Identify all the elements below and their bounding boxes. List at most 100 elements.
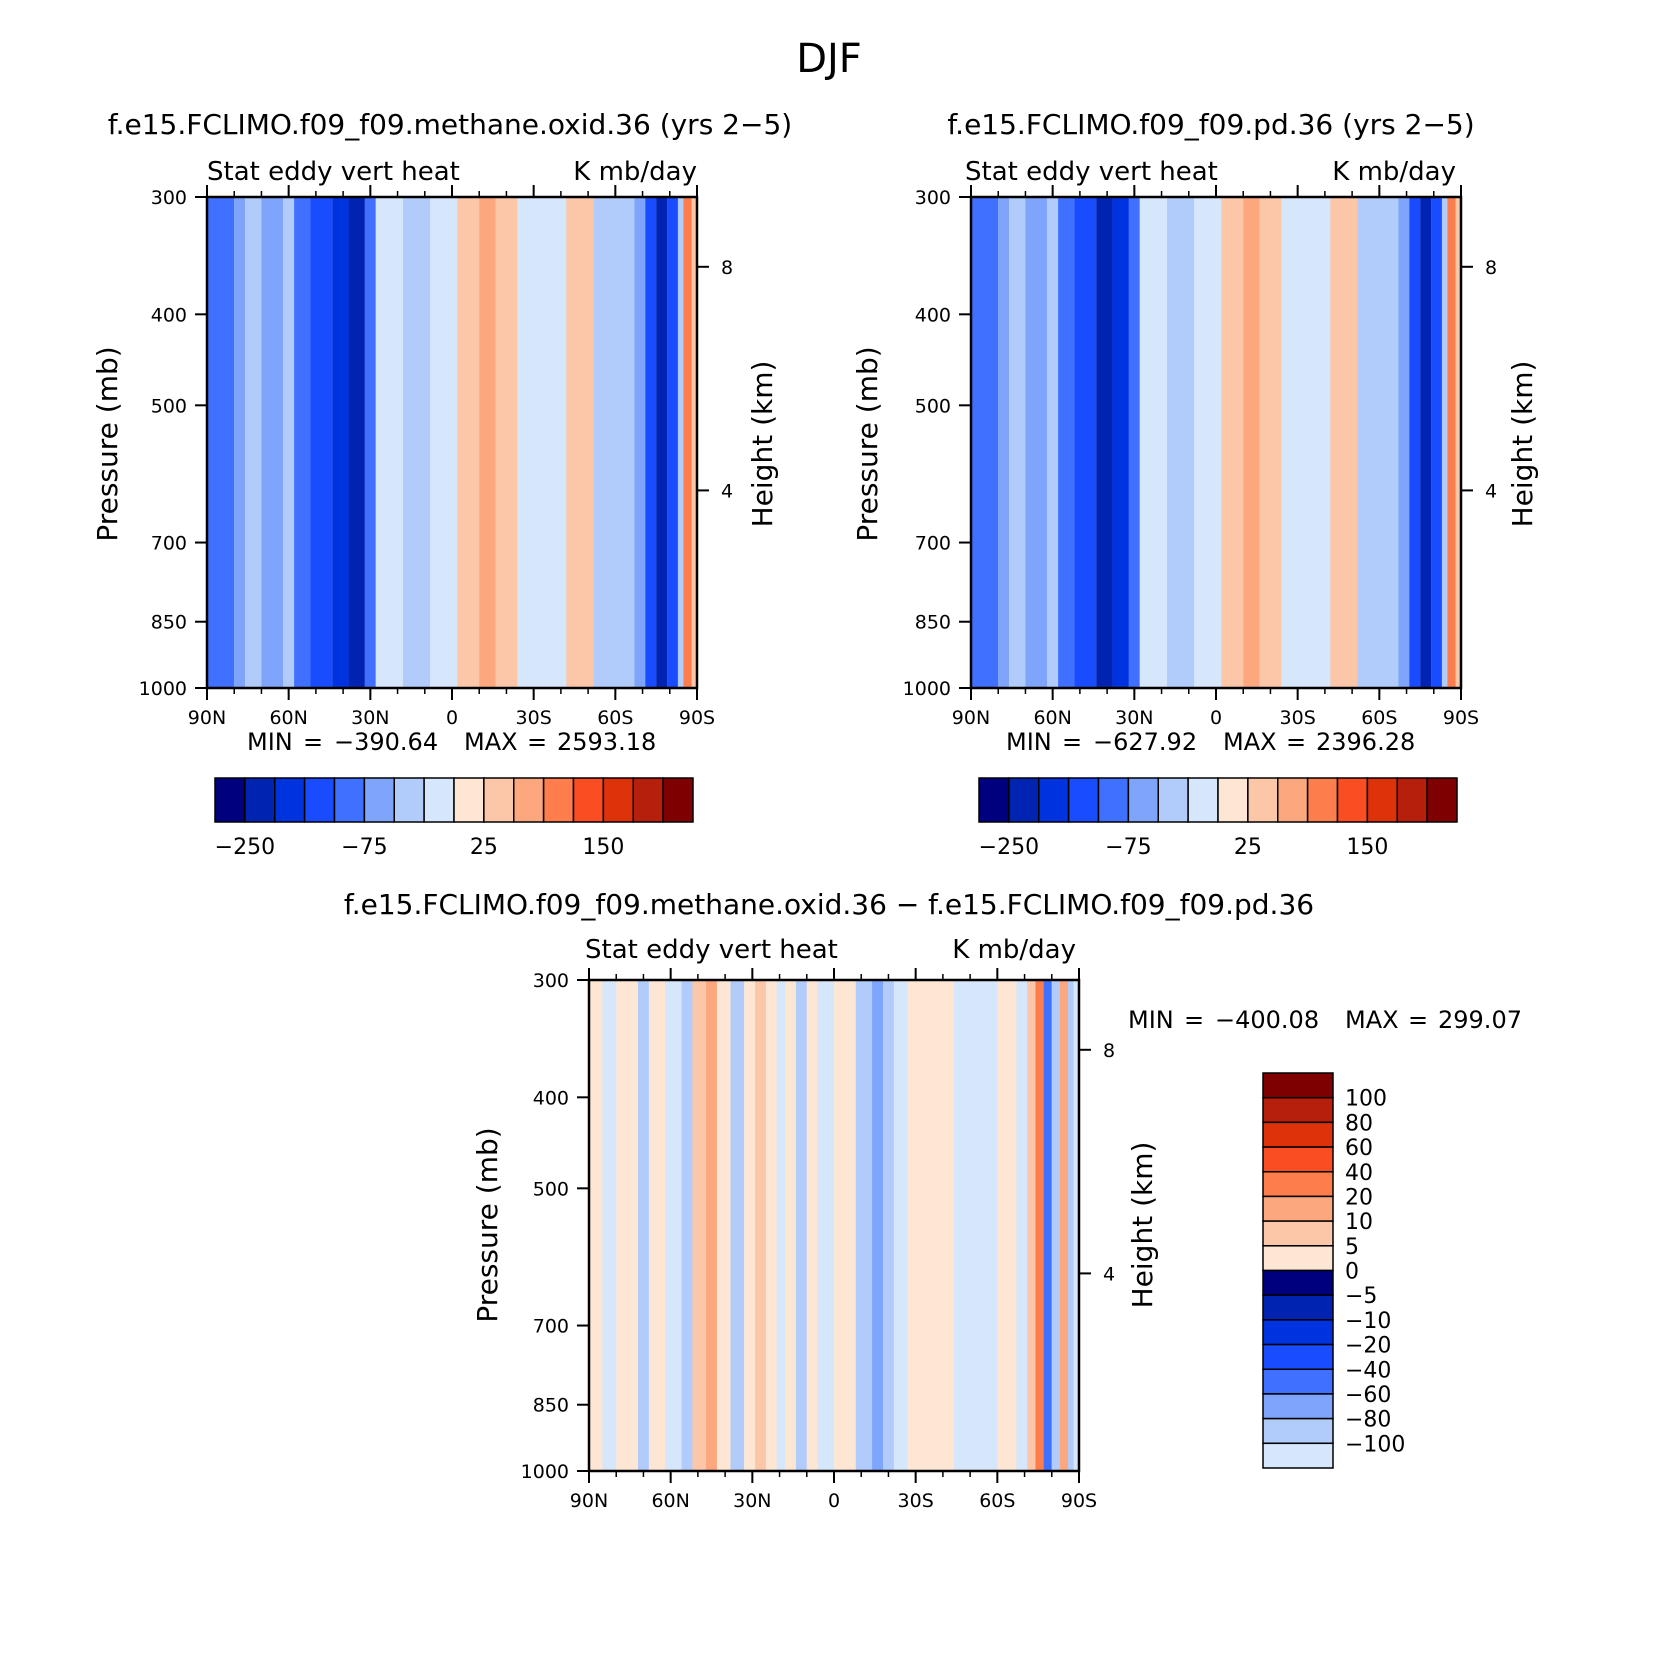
colorbar-box	[1262, 1442, 1334, 1469]
y-right-tick-label: 4	[1485, 480, 1497, 502]
y-tick-label: 850	[151, 612, 187, 634]
contour-band	[495, 197, 518, 688]
contour-band	[1027, 980, 1036, 1471]
y-tick-label: 500	[915, 395, 951, 417]
colorbar-box	[363, 777, 395, 823]
contour-band	[566, 197, 594, 688]
y-tick-label: 500	[151, 395, 187, 417]
panel-1-title: f.e15.FCLIMO.f09_f09.methane.oxid.36 (yr…	[108, 108, 792, 141]
contour-band	[1073, 980, 1079, 1471]
contour-band	[1194, 197, 1222, 688]
panel-1-min-value: −390.64	[334, 728, 438, 756]
contour-band	[744, 980, 756, 1471]
colorbar-box	[1038, 777, 1070, 823]
colorbar-label: −80	[1345, 1408, 1391, 1433]
contour-band	[716, 980, 731, 1471]
panel-3-ylabel: Pressure (mb)	[471, 1127, 504, 1322]
panel-1-ylabel: Pressure (mb)	[91, 346, 124, 541]
colorbar-label: −20	[1345, 1334, 1391, 1359]
y-tick-label: 400	[915, 304, 951, 326]
panel-3-ylabel-right: Height (km)	[1126, 1142, 1159, 1309]
colorbar-box	[274, 777, 306, 823]
contour-band	[776, 980, 785, 1471]
y-right-tick-label: 8	[1103, 1040, 1115, 1062]
colorbar-label: −250	[215, 835, 275, 860]
colorbar-label: −5	[1345, 1284, 1377, 1309]
x-tick-label: 0	[828, 1490, 840, 1512]
contour-band	[207, 197, 235, 688]
contour-band	[755, 980, 766, 1471]
contour-band	[348, 197, 365, 688]
y-tick-label: 700	[533, 1316, 569, 1338]
colorbar-box	[1247, 777, 1279, 823]
colorbar-box	[1396, 777, 1428, 823]
colorbar-box	[1277, 777, 1309, 823]
x-tick-label: 30N	[733, 1490, 771, 1512]
colorbar-box	[1067, 777, 1100, 823]
panel-3-subtitle-left: Stat eddy vert heat	[585, 935, 838, 965]
contour-band	[683, 197, 692, 688]
contour-band	[656, 197, 668, 688]
contour-band	[1128, 197, 1140, 688]
panel-1-subtitle-left: Stat eddy vert heat	[207, 157, 460, 187]
colorbar-box	[1262, 1393, 1334, 1420]
colorbar-label: −75	[341, 835, 387, 860]
contour-band	[1047, 197, 1059, 688]
contour-band	[1112, 197, 1129, 688]
contour-band	[283, 197, 295, 688]
contour-band	[602, 980, 617, 1471]
x-tick-label: 90N	[188, 707, 226, 729]
x-tick-label: 30N	[1115, 707, 1153, 729]
contour-band	[667, 197, 678, 688]
colorbar-box	[333, 777, 366, 823]
contour-band	[457, 197, 480, 688]
colorbar-box	[572, 777, 605, 823]
contour-band	[1035, 980, 1044, 1471]
colorbar-label: −250	[979, 835, 1039, 860]
contour-band	[1441, 197, 1448, 688]
contour-band	[665, 980, 682, 1471]
colorbar-box	[1306, 777, 1339, 823]
x-tick-label: 90S	[1061, 1490, 1097, 1512]
y-tick-label: 400	[151, 304, 187, 326]
colorbar-label: 40	[1345, 1161, 1373, 1186]
y-tick-label: 400	[533, 1087, 569, 1109]
contour-band	[1016, 980, 1028, 1471]
x-tick-label: 60S	[979, 1490, 1015, 1512]
colorbar-label: 100	[1345, 1087, 1387, 1112]
contour-band	[1074, 197, 1097, 688]
contour-band	[1068, 980, 1074, 1471]
colorbar-label: 5	[1345, 1235, 1359, 1260]
contour-band	[1447, 197, 1456, 688]
y-tick-label: 500	[533, 1178, 569, 1200]
colorbar-label: 20	[1345, 1185, 1373, 1210]
x-tick-label: 60S	[597, 707, 633, 729]
panel-2-colorbar: −250 −75 25 150	[978, 777, 1458, 860]
colorbar-box	[1008, 777, 1040, 823]
contour-band	[648, 980, 666, 1471]
colorbar-box	[244, 777, 276, 823]
panel-3-title: f.e15.FCLIMO.f09_f09.methane.oxid.36 − f…	[344, 888, 1314, 921]
x-tick-label: 60S	[1361, 707, 1397, 729]
colorbar-box	[1217, 777, 1249, 823]
colorbar-box	[483, 777, 515, 823]
panel-3-axes: 90N 60N 30N 0 30S 60S 90S 300 400 500 700 850 1000 8 4	[521, 968, 1115, 1512]
contour-band	[785, 980, 796, 1471]
colorbar-box	[1262, 1368, 1334, 1395]
colorbar-box	[1262, 1269, 1334, 1296]
contour-band	[261, 197, 284, 688]
y-tick-label: 850	[915, 612, 951, 634]
contour-band	[1281, 197, 1331, 688]
panel-2-ylabel-right: Height (km)	[1506, 361, 1539, 528]
panel-1-subtitle-right: K mb/day	[573, 157, 697, 187]
contour-band	[817, 980, 834, 1471]
contour-band	[310, 197, 333, 688]
contour-band	[430, 197, 458, 688]
x-tick-label: 0	[446, 707, 458, 729]
contour-band	[1330, 197, 1358, 688]
contour-band	[645, 197, 657, 688]
panel-3-min-label: MIN	[1128, 1006, 1174, 1034]
panel-2-axes: 90N 60N 30N 0 30S 60S 90S 300 400 500 700 850 1000 8 4	[903, 185, 1497, 729]
panel-3-minmax: MIN = −400.08 MAX = 299.07	[1128, 1006, 1522, 1034]
